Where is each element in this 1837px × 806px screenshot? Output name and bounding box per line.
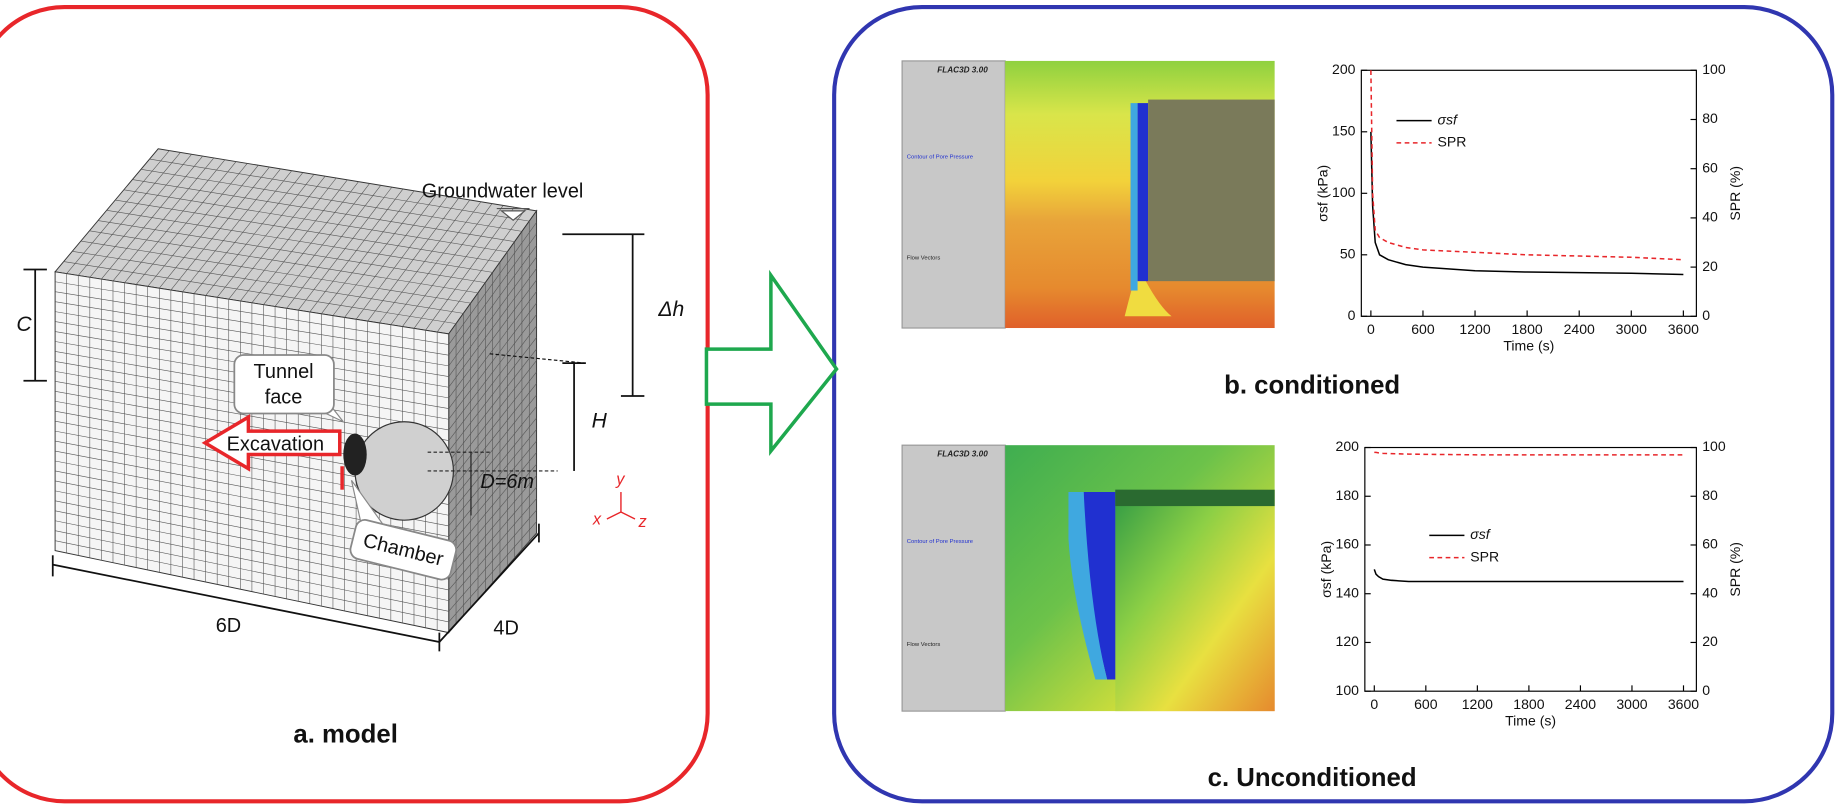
data-line: [1374, 569, 1683, 581]
sim-legend-title: Contour of Pore Pressure: [907, 539, 973, 545]
y2-tick-label: 0: [1702, 682, 1710, 698]
x-tick-label: 600: [1411, 321, 1435, 337]
simulation-b: FLAC3D 3.00 Contour of Pore Pressure Flo…: [902, 61, 1275, 328]
y2-axis-label: SPR (%): [1727, 542, 1743, 597]
y-axis-label: σsf (kPa): [1315, 165, 1331, 222]
legend-label: SPR: [1437, 134, 1466, 150]
y2-tick-label: 60: [1702, 536, 1718, 552]
sim-structure: [1115, 490, 1274, 506]
axis-label: y: [615, 471, 626, 489]
sim-contour: [1115, 490, 1274, 711]
legend-label: SPR: [1470, 548, 1499, 564]
y-tick-label: 200: [1332, 61, 1356, 77]
simulation-c: FLAC3D 3.00 Contour of Pore Pressure Flo…: [902, 445, 1275, 711]
sim-heading: FLAC3D 3.00: [937, 450, 988, 459]
x-tick-label: 1200: [1459, 321, 1490, 337]
axis-label: x: [592, 510, 602, 528]
sim-legend-panel: [902, 61, 1005, 328]
x-tick-label: 1800: [1511, 321, 1542, 337]
flow-arrow: [706, 275, 836, 451]
y-tick-label: 200: [1336, 438, 1360, 454]
x-tick-label: 3000: [1616, 321, 1647, 337]
plot-frame: [1361, 70, 1696, 316]
sim-contour: [1138, 103, 1149, 281]
legend-label: σsf: [1437, 111, 1458, 127]
axis-x: [607, 512, 621, 519]
y2-tick-label: 100: [1702, 61, 1726, 77]
y2-tick-label: 0: [1702, 307, 1710, 323]
legend-label: σsf: [1470, 526, 1491, 542]
y2-tick-label: 80: [1702, 110, 1718, 126]
x-tick-label: 0: [1367, 321, 1375, 337]
y-tick-label: 160: [1336, 536, 1360, 552]
y2-tick-label: 60: [1702, 159, 1718, 175]
x-tick-label: 1800: [1513, 696, 1544, 712]
y-tick-label: 0: [1348, 307, 1356, 323]
y-tick-label: 180: [1336, 487, 1360, 503]
x-axis-label: Time (s): [1503, 337, 1554, 353]
x-tick-label: 2400: [1565, 696, 1596, 712]
x-tick-label: 600: [1414, 696, 1438, 712]
y-tick-label: 50: [1340, 246, 1356, 262]
h-label: H: [592, 409, 608, 432]
sim-vectors: Flow Vectors: [907, 255, 941, 261]
y-tick-label: 100: [1336, 682, 1360, 698]
width-label: 6D: [216, 615, 241, 637]
tunnel-face-shape: [343, 433, 366, 475]
diameter-label: D=6m: [480, 471, 534, 493]
sim-legend-panel: [902, 445, 1005, 711]
axis-z: [621, 512, 635, 519]
plot-frame: [1365, 448, 1697, 692]
tunnel-face-label: face: [265, 387, 303, 409]
y2-tick-label: 80: [1702, 487, 1718, 503]
x-tick-label: 2400: [1564, 321, 1595, 337]
figure: Excavation Tunnel face Chamber D=6m Grou…: [0, 0, 1837, 806]
y-axis-label: σsf (kPa): [1318, 541, 1334, 598]
x-tick-label: 3600: [1668, 321, 1699, 337]
data-line: [1371, 70, 1683, 259]
x-axis-label: Time (s): [1505, 712, 1556, 728]
x-tick-label: 0: [1370, 696, 1378, 712]
data-line: [1374, 452, 1683, 454]
sim-vectors: Flow Vectors: [907, 642, 941, 648]
c-label: C: [16, 313, 32, 336]
panel-title: b. conditioned: [1224, 371, 1400, 399]
x-tick-label: 3000: [1616, 696, 1647, 712]
y2-axis-label: SPR (%): [1727, 166, 1743, 221]
sim-structure: [1148, 100, 1275, 282]
dh-label: Δh: [657, 298, 684, 321]
sim-contour: [1131, 103, 1138, 290]
y2-tick-label: 40: [1702, 584, 1718, 600]
axis-triad: [607, 492, 635, 519]
groundwater-label: Groundwater level: [422, 180, 584, 202]
x-tick-label: 1200: [1462, 696, 1493, 712]
panel-title: c. Unconditioned: [1208, 764, 1417, 792]
depth-label: 4D: [493, 617, 518, 639]
y-tick-label: 100: [1332, 184, 1356, 200]
y2-tick-label: 100: [1702, 438, 1726, 454]
y2-tick-label: 40: [1702, 209, 1718, 225]
x-tick-label: 3600: [1668, 696, 1699, 712]
y-tick-label: 140: [1336, 584, 1360, 600]
y2-tick-label: 20: [1702, 258, 1718, 274]
panel-title: a. model: [293, 721, 398, 749]
tunnel-face-label: Tunnel: [253, 361, 313, 383]
data-line: [1371, 132, 1683, 275]
sim-legend-title: Contour of Pore Pressure: [907, 155, 973, 161]
y-tick-label: 120: [1336, 633, 1360, 649]
y2-tick-label: 20: [1702, 633, 1718, 649]
excavation-label: Excavation: [227, 433, 324, 455]
y-tick-label: 150: [1332, 123, 1356, 139]
sim-heading: FLAC3D 3.00: [937, 65, 988, 74]
axis-label: z: [638, 513, 647, 531]
